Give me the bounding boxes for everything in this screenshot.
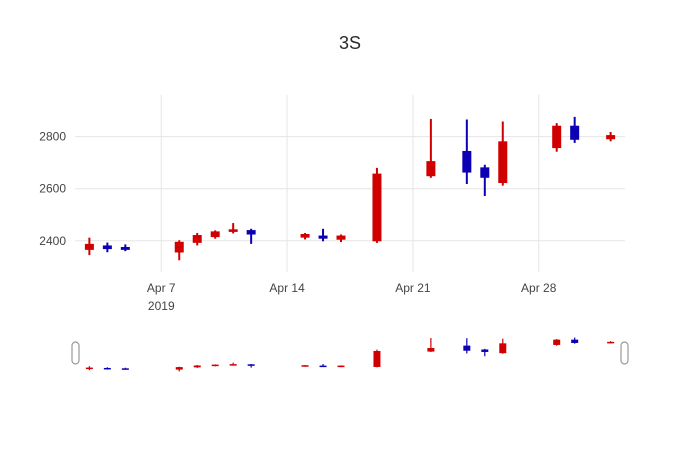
candle-up <box>211 364 219 367</box>
candle-body <box>607 341 615 344</box>
y-tick-label: 2400 <box>39 234 66 248</box>
candle-body <box>211 364 219 367</box>
candle-down <box>121 367 129 370</box>
candle-body <box>552 125 562 149</box>
candle-body <box>499 343 507 354</box>
candle-body <box>426 161 436 177</box>
candle-up <box>426 118 436 178</box>
candle-body <box>103 367 111 370</box>
y-axis-tick-labels: 2400 2600 2800 <box>39 130 66 248</box>
x-tick-label: Apr 28 <box>521 281 557 295</box>
candle-down <box>571 337 579 344</box>
candle-body <box>427 348 435 352</box>
candle-down <box>462 119 472 185</box>
candle-body <box>85 367 93 370</box>
candle-down <box>247 364 255 368</box>
rangeslider-handle-left[interactable] <box>71 341 80 365</box>
candle-body <box>300 233 310 238</box>
rangeslider-handle-right[interactable] <box>620 341 629 365</box>
candle-body <box>337 365 345 368</box>
candle-body <box>462 150 472 173</box>
candle-body <box>570 125 580 140</box>
candle-up <box>337 365 345 368</box>
plot-drag-area[interactable] <box>75 95 625 272</box>
candle-body <box>174 241 184 253</box>
candle-body <box>571 339 579 343</box>
candle-body <box>481 349 489 352</box>
candle-up <box>84 237 94 256</box>
gridlines <box>75 95 625 272</box>
candle-up <box>300 232 310 240</box>
candle-body <box>175 367 183 370</box>
x-tick-label: Apr 7 <box>147 281 176 295</box>
candle-down <box>463 338 471 354</box>
candle-up <box>606 131 616 142</box>
rangeslider-track[interactable] <box>75 333 625 373</box>
candle-body <box>553 339 561 345</box>
y-tick-label: 2600 <box>39 182 66 196</box>
chart-title: 3S <box>339 33 361 53</box>
candle-up <box>607 341 615 344</box>
candle-up <box>427 338 435 352</box>
candle-body <box>301 365 309 367</box>
candle-body <box>372 173 382 242</box>
candle-up <box>85 366 93 371</box>
candle-up <box>174 240 184 261</box>
candle-up <box>372 167 382 243</box>
candle-up <box>499 338 507 354</box>
x-axis-tick-labels: Apr 7 2019 Apr 14 Apr 21 Apr 28 <box>147 281 557 313</box>
candle-body <box>193 365 201 368</box>
candle-body <box>247 364 255 366</box>
candle-down <box>319 364 327 368</box>
candle-body <box>336 235 346 240</box>
candle-down <box>103 367 111 370</box>
x-tick-label: Apr 21 <box>395 281 431 295</box>
candle-body <box>373 350 381 367</box>
candle-body <box>229 364 237 366</box>
candle-up <box>373 349 381 368</box>
candle-down <box>481 348 489 357</box>
candle-body <box>246 230 256 235</box>
candle-body <box>318 235 328 239</box>
candlestick-series <box>84 116 616 261</box>
candle-down <box>318 228 328 242</box>
candle-body <box>102 245 112 250</box>
candle-body <box>228 229 238 232</box>
rangeslider-mini-series <box>85 337 615 372</box>
candle-up <box>193 365 201 368</box>
candle-up <box>336 234 346 243</box>
candle-up <box>498 121 508 186</box>
candle-body <box>498 141 508 183</box>
candle-body <box>120 247 130 250</box>
candle-up <box>229 362 237 366</box>
candle-body <box>210 231 220 238</box>
rangeslider[interactable] <box>71 333 629 373</box>
candle-body <box>463 345 471 351</box>
candle-up <box>553 339 561 346</box>
candle-up <box>228 223 238 234</box>
candle-body <box>319 365 327 368</box>
candle-body <box>480 167 490 178</box>
candle-down <box>480 164 490 196</box>
x-tick-year-label: 2019 <box>148 299 175 313</box>
candle-body <box>606 135 616 140</box>
candle-down <box>120 244 130 252</box>
candle-up <box>192 232 202 246</box>
candle-down <box>246 228 256 244</box>
candle-body <box>192 235 202 243</box>
candle-up <box>552 123 562 152</box>
candle-up <box>210 230 220 239</box>
x-tick-label: Apr 14 <box>269 281 305 295</box>
candle-body <box>84 243 94 250</box>
candle-up <box>175 366 183 372</box>
candle-up <box>301 365 309 367</box>
candle-down <box>102 242 112 253</box>
y-tick-label: 2800 <box>39 130 66 144</box>
candle-body <box>121 368 129 370</box>
candle-down <box>570 116 580 143</box>
